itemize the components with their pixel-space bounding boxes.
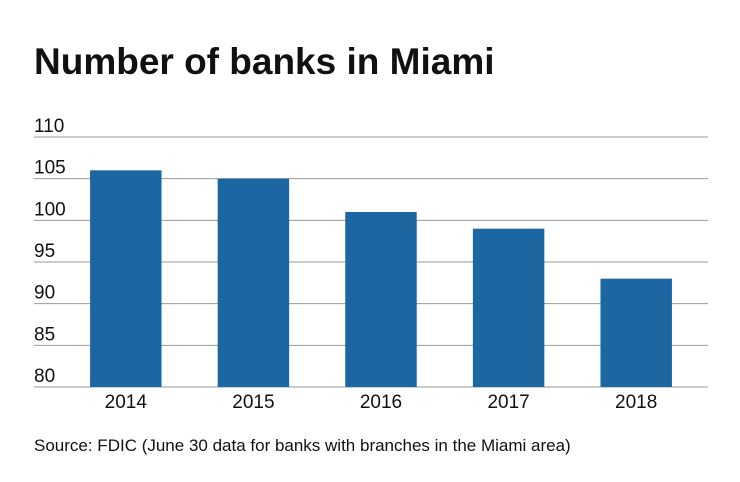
x-tick-label: 2018 (615, 392, 657, 413)
bar (472, 228, 545, 387)
x-tick-label: 2017 (487, 392, 529, 413)
x-tick-label: 2015 (232, 392, 274, 413)
chart-title: Number of banks in Miami (34, 41, 495, 82)
y-tick-label: 80 (34, 366, 55, 387)
bar (90, 170, 162, 387)
x-tick-label: 2016 (360, 392, 402, 413)
y-tick-label: 105 (34, 158, 66, 179)
bar (217, 178, 290, 387)
bar (600, 278, 672, 387)
x-tick-label: 2014 (105, 392, 148, 413)
bar (345, 212, 417, 387)
y-tick-label: 95 (34, 241, 55, 262)
source-note: Source: FDIC (June 30 data for banks wit… (34, 436, 571, 455)
y-tick-label: 85 (34, 324, 55, 345)
y-tick-label: 100 (34, 199, 66, 220)
y-tick-label: 110 (34, 116, 64, 137)
y-tick-label: 90 (34, 283, 55, 304)
